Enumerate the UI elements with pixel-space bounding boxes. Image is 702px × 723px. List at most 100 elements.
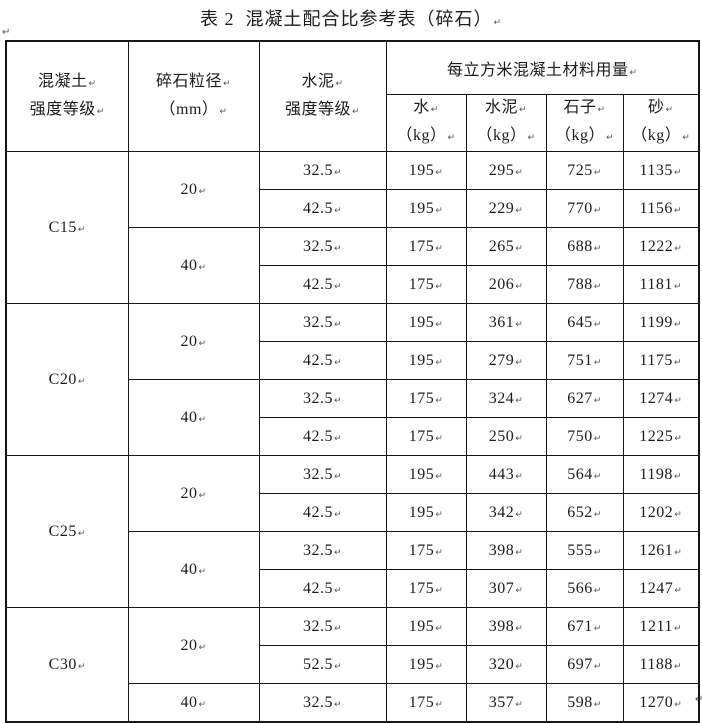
paragraph-mark-icon: ↵ [335, 78, 344, 89]
paragraph-mark-icon: ↵ [333, 281, 343, 292]
cement-cell: 342↵ [465, 493, 547, 532]
paragraph-mark-icon: ↵ [333, 509, 343, 520]
header-cement-grade: 水泥↵ 强度等级↵ [258, 40, 387, 152]
stone-cell: 555↵ [545, 531, 624, 570]
paragraph-mark-icon: ↵ [333, 357, 343, 368]
cement-cell: 398↵ [465, 607, 547, 646]
paragraph-mark-icon: ↵ [593, 585, 602, 596]
header-water: 水↵ （kg）↵ [385, 94, 467, 152]
sand-cell: 1247↵ [622, 569, 700, 608]
water-cell: 195↵ [385, 189, 467, 228]
paragraph-mark-icon: ↵ [673, 281, 682, 292]
cement-grade-cell: 52.5↵ [258, 645, 387, 684]
size-cell: 40↵ [127, 683, 260, 723]
paragraph-mark-icon: ↵ [435, 433, 444, 444]
paragraph-mark-icon: ↵ [518, 105, 528, 115]
water-cell: 195↵ [385, 303, 467, 342]
paragraph-mark-icon: ↵ [593, 509, 602, 520]
sand-cell: 1222↵ [622, 227, 700, 266]
paragraph-mark-icon: ↵ [674, 395, 683, 406]
header-aggregate-size: 碎石粒径↵ （mm）↵ [127, 40, 260, 152]
paragraph-mark-icon: ↵ [333, 319, 343, 330]
stone-cell: 751↵ [545, 341, 624, 380]
sand-cell: 1181↵ [622, 265, 700, 304]
sand-cell: 1175↵ [622, 341, 700, 380]
stone-cell: 671↵ [545, 607, 624, 646]
table-row: 40↵ 32.5↵ 175↵ 324↵ 627↵ 1274↵ [6, 379, 700, 456]
sand-cell: 1261↵ [622, 531, 700, 570]
water-cell: 195↵ [385, 607, 467, 646]
water-cell: 195↵ [385, 341, 467, 380]
paragraph-mark-icon: ↵ [515, 205, 524, 216]
table-row: 40↵ 32.5↵ 175↵ 265↵ 688↵ 1222↵ [6, 227, 700, 304]
cement-grade-cell: 32.5↵ [258, 455, 387, 494]
paragraph-mark-icon: ↵ [515, 547, 524, 558]
size-cell: 40↵ [127, 227, 260, 304]
table-row: 42.5↵ 195↵ 229↵ 770↵ 1156↵ [6, 189, 700, 228]
page-title: 表 2 混凝土配合比参考表（碎石）↵ [0, 5, 702, 31]
paragraph-mark-icon: ↵ [593, 395, 602, 406]
paragraph-mark-icon: ↵ [515, 623, 524, 634]
paragraph-mark-icon: ↵ [673, 319, 682, 330]
cement-grade-cell: 32.5↵ [258, 303, 387, 342]
paragraph-mark-icon: ↵ [77, 661, 86, 672]
paragraph-mark-icon: ↵ [351, 106, 361, 117]
paragraph-mark-icon: ↵ [435, 699, 444, 710]
paragraph-mark-icon: ↵ [515, 585, 524, 596]
header-stone: 石子↵ （kg）↵ [545, 94, 624, 152]
water-cell: 195↵ [385, 455, 467, 494]
paragraph-mark-icon: ↵ [198, 642, 207, 653]
paragraph-mark-icon: ↵ [515, 509, 524, 520]
paragraph-mark-icon: ↵ [435, 281, 444, 292]
paragraph-mark-icon: ↵ [435, 205, 444, 216]
cement-grade-cell: 32.5↵ [258, 607, 387, 646]
stone-cell: 652↵ [545, 493, 624, 532]
paragraph-mark-icon: ↵ [515, 243, 524, 254]
paragraph-mark-icon: ↵ [447, 133, 456, 143]
paragraph-mark-icon: ↵ [593, 167, 602, 178]
water-cell: 195↵ [385, 645, 467, 684]
paragraph-mark-icon: ↵ [333, 661, 343, 672]
paragraph-mark-icon: ↵ [198, 186, 207, 197]
stone-cell: 598↵ [545, 683, 624, 723]
paragraph-mark-icon: ↵ [593, 547, 602, 558]
sand-cell: 1156↵ [622, 189, 700, 228]
grade-cell: C20↵ [5, 303, 129, 456]
paragraph-mark-icon: ↵ [88, 78, 97, 89]
size-cell: 20↵ [127, 303, 260, 380]
paragraph-mark-icon: ↵ [333, 205, 343, 216]
water-cell: 175↵ [385, 379, 467, 418]
paragraph-mark-icon: ↵ [333, 167, 343, 178]
cement-cell: 324↵ [465, 379, 547, 418]
cement-cell: 229↵ [465, 189, 547, 228]
cement-cell: 206↵ [465, 265, 547, 304]
paragraph-mark-icon: ↵ [674, 699, 683, 710]
paragraph-mark-icon: ↵ [674, 585, 683, 596]
paragraph-mark-icon: ↵ [430, 105, 439, 115]
paragraph-mark-icon: ↵ [435, 585, 444, 596]
stone-cell: 566↵ [545, 569, 624, 608]
table-row: 42.5↵ 175↵ 307↵ 566↵ 1247↵ [6, 569, 700, 608]
paragraph-mark-icon: ↵ [333, 547, 343, 558]
stone-cell: 688↵ [545, 227, 624, 266]
cement-grade-cell: 32.5↵ [258, 151, 387, 190]
sand-cell: 1202↵ [622, 493, 700, 532]
paragraph-mark-icon: ↵ [333, 623, 343, 634]
paragraph-mark-icon: ↵ [333, 699, 343, 710]
paragraph-mark-icon: ↵ [593, 623, 602, 634]
paragraph-mark-icon: ↵ [593, 243, 602, 254]
stone-cell: 770↵ [545, 189, 624, 228]
cement-cell: 361↵ [465, 303, 547, 342]
paragraph-mark-icon: ↵ [333, 471, 343, 482]
paragraph-mark-icon: ↵ [605, 133, 615, 143]
paragraph-mark-icon: ↵ [673, 471, 682, 482]
paragraph-mark-icon: ↵ [515, 395, 524, 406]
sand-cell: 1225↵ [622, 417, 700, 456]
stone-cell: 697↵ [545, 645, 624, 684]
cement-cell: 320↵ [465, 645, 547, 684]
grade-cell: C30↵ [5, 607, 129, 723]
water-cell: 175↵ [385, 265, 467, 304]
paragraph-mark-icon: ↵ [515, 699, 524, 710]
paragraph-mark-icon: ↵ [515, 167, 524, 178]
table-row: C30↵ 20↵ 32.5↵ 195↵ 398↵ 671↵ 1211↵ [5, 607, 700, 723]
